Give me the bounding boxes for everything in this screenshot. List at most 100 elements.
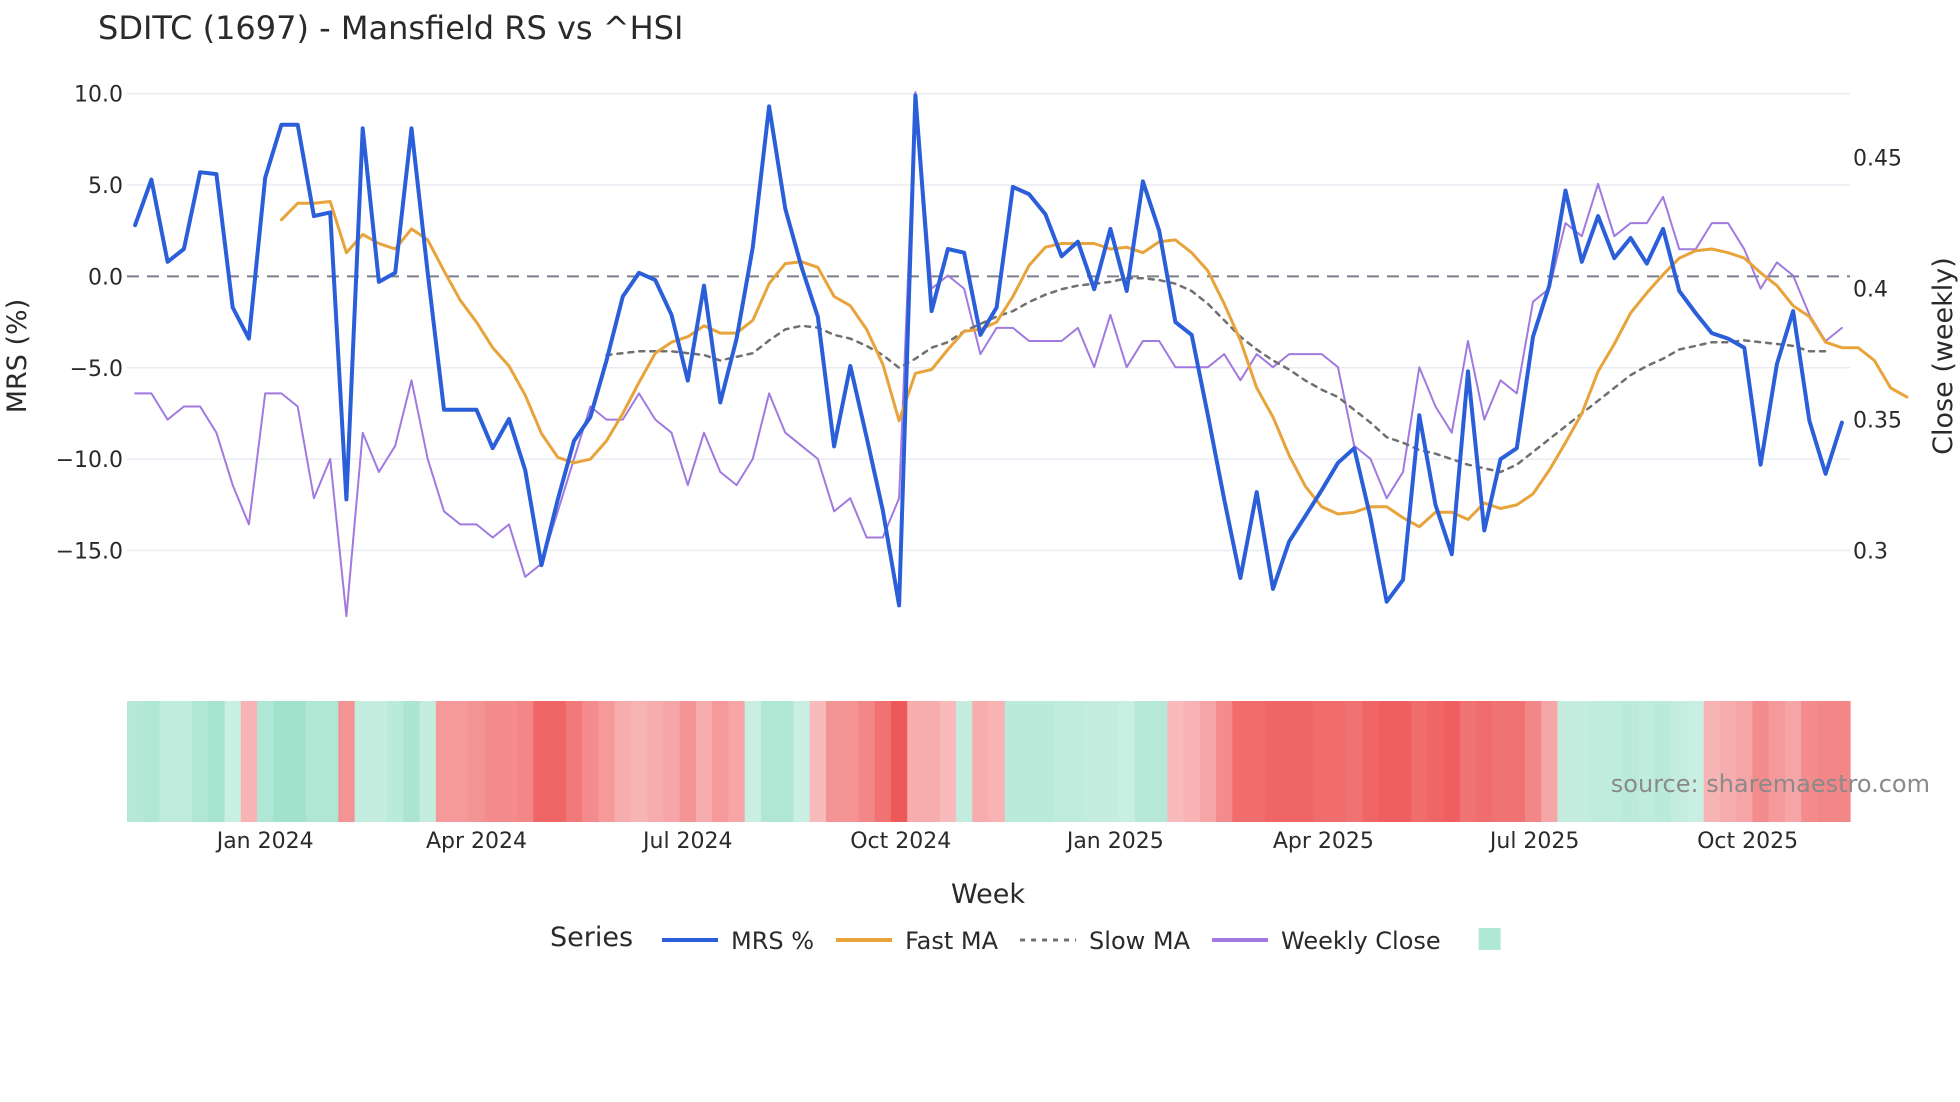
regime-cell: [419, 701, 437, 822]
regime-cell: [143, 701, 161, 822]
regime-cell: [289, 701, 307, 822]
regime-cell: [1167, 701, 1185, 822]
regime-cell: [1069, 701, 1087, 822]
series-lines: [133, 91, 1909, 618]
regime-cell: [1622, 701, 1640, 822]
regime-cell: [517, 701, 534, 822]
y2-tick-label: 0.35: [1853, 409, 1902, 434]
regime-cell: [955, 701, 973, 822]
regime-cell: [549, 701, 567, 822]
regime-cell: [1199, 701, 1217, 822]
regime-cell: [1216, 701, 1233, 822]
legend-swatch: [1478, 928, 1501, 950]
y2-axis-ticks: 0.45 0.4 0.35 0.3: [1853, 147, 1902, 565]
regime-cell: [1248, 701, 1266, 822]
legend-item[interactable]: Slow MA: [1020, 927, 1191, 955]
regime-cell: [793, 701, 811, 822]
regime-cell: [403, 701, 421, 822]
regime-cell: [728, 701, 746, 822]
regime-cell: [630, 701, 648, 822]
regime-cell: [354, 701, 372, 822]
regime-cell: [338, 701, 356, 822]
y-tick-label: −15.0: [56, 540, 123, 565]
regime-cell: [1459, 701, 1477, 822]
regime-cell: [614, 701, 632, 822]
regime-cell: [1362, 701, 1380, 822]
series-mrs: [133, 93, 1844, 608]
regime-cell: [907, 701, 925, 822]
regime-cell: [468, 701, 486, 822]
regime-cell: [1232, 701, 1250, 822]
regime-cell: [777, 701, 795, 822]
regime-cell: [1134, 701, 1152, 822]
regime-cell: [1557, 701, 1575, 822]
regime-cell: [1573, 701, 1591, 822]
y-tick-label: 0.0: [88, 265, 123, 290]
regime-cell: [1021, 701, 1038, 822]
source-note: source: sharemaestro.com: [1611, 770, 1930, 798]
regime-cell: [647, 701, 664, 822]
regime-cell: [273, 701, 291, 822]
regime-cell: [825, 701, 843, 822]
regime-cell: [1183, 701, 1201, 822]
legend: MRS % Fast MA Slow MA Weekly Close: [662, 927, 1501, 955]
legend-item[interactable]: Fast MA: [836, 927, 999, 955]
regime-cell: [1329, 701, 1347, 822]
x-tick-label: Jul 2024: [641, 829, 733, 854]
regime-cell: [127, 701, 144, 822]
regime-cell: [1606, 701, 1624, 822]
regime-cell: [1589, 701, 1607, 822]
x-tick-label: Oct 2025: [1697, 829, 1798, 854]
regime-cell: [939, 701, 957, 822]
regime-cell: [1297, 701, 1315, 822]
y-tick-label: 5.0: [88, 174, 123, 199]
series-weekly-close: [134, 91, 1843, 618]
legend-item[interactable]: [1478, 928, 1501, 950]
regime-cell: [1037, 701, 1055, 822]
regime-cell: [890, 701, 908, 822]
regime-cell: [257, 701, 274, 822]
regime-cell: [1801, 701, 1819, 822]
x-tick-label: Jan 2024: [215, 829, 314, 854]
regime-cell: [565, 701, 583, 822]
regime-cell: [1524, 701, 1542, 822]
regime-cell: [712, 701, 730, 822]
regime-cell: [842, 701, 860, 822]
regime-cell: [1833, 701, 1851, 822]
regime-cell: [1053, 701, 1071, 822]
regime-cell: [858, 701, 876, 822]
regime-cell: [1264, 701, 1282, 822]
regime-cell: [1411, 701, 1428, 822]
legend-title: Series: [550, 922, 633, 953]
regime-cell: [1004, 701, 1022, 822]
regime-cell: [1492, 701, 1510, 822]
x-tick-label: Jul 2025: [1488, 829, 1580, 854]
y2-axis-title: Close (weekly): [1928, 257, 1959, 455]
y-axis-ticks: 10.0 5.0 0.0 −5.0 −10.0 −15.0: [56, 83, 123, 565]
regime-cell: [1151, 701, 1168, 822]
regime-cell: [533, 701, 551, 822]
regime-cell: [435, 701, 453, 822]
regime-cell: [159, 701, 177, 822]
regime-cell: [1427, 701, 1445, 822]
x-tick-label: Oct 2024: [850, 829, 951, 854]
regime-cell: [1719, 701, 1737, 822]
regime-cell: [679, 701, 697, 822]
y-tick-label: −5.0: [70, 357, 123, 382]
series-fast-ma: [279, 200, 1909, 529]
regime-cell: [208, 701, 226, 822]
legend-item[interactable]: Weekly Close: [1212, 927, 1441, 955]
regime-cell: [175, 701, 193, 822]
y-axis-title: MRS (%): [2, 299, 33, 414]
legend-label: Fast MA: [905, 927, 999, 955]
regime-cell: [1703, 701, 1721, 822]
regime-cell: [240, 701, 258, 822]
regime-cell: [582, 701, 599, 822]
regime-cell: [744, 701, 762, 822]
regime-cell: [1476, 701, 1493, 822]
regime-cell: [1118, 701, 1136, 822]
legend-item[interactable]: MRS %: [662, 927, 814, 955]
regime-cell: [760, 701, 778, 822]
regime-cell: [923, 701, 941, 822]
